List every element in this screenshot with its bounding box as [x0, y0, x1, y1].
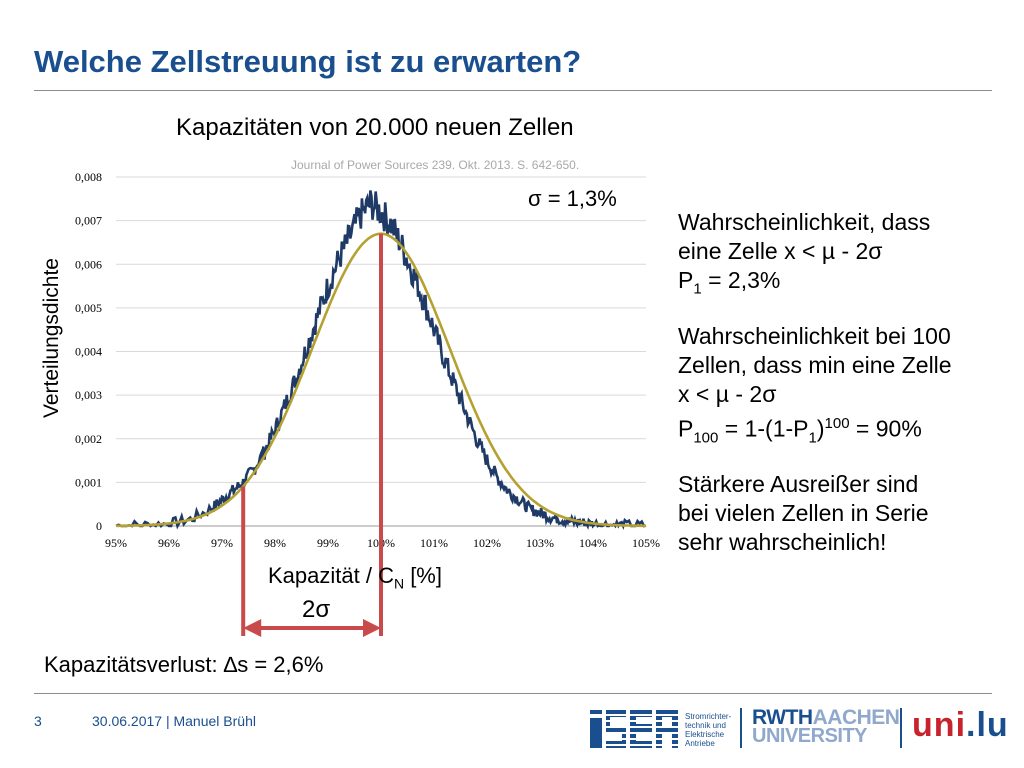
x-tick-label: 102% [473, 536, 501, 550]
x-tick-label: 104% [579, 536, 607, 550]
normal-fit-series [116, 232, 646, 528]
x-tick-label: 99% [317, 536, 339, 550]
note-line: eine Zelle x < µ - 2σ [678, 238, 883, 264]
y-tick-label: 0,007 [75, 214, 102, 228]
x-axis-label: Kapazität / CN [%] [268, 563, 442, 592]
y-tick-labels: 0 0,001 0,002 0,003 0,004 0,005 0,006 0,007 0,00… [75, 170, 102, 533]
note-outliers: Stärkere Ausreißer sind bei vielen Zelle… [678, 470, 929, 557]
page-number: 3 [34, 713, 42, 729]
x-tick-label: 97% [211, 536, 233, 550]
arrow-head-right [363, 619, 381, 637]
note-probability-single: Wahrscheinlichkeit, dass eine Zelle x < … [678, 208, 930, 304]
logo-separator [900, 708, 902, 748]
source-citation: Journal of Power Sources 239. Okt. 2013.… [291, 158, 580, 172]
footer-date-author: 30.06.2017 | Manuel Brühl [92, 713, 256, 729]
x-tick-label: 98% [264, 536, 286, 550]
two-sigma-label: 2σ [302, 596, 331, 623]
footer-divider [34, 693, 992, 694]
unilu-logo: uni.lu [912, 706, 1009, 744]
x-tick-label: 103% [526, 536, 554, 550]
sigma-value: σ = 1,3% [528, 186, 617, 211]
note-line: Stärkere Ausreißer sind [678, 471, 919, 497]
isea-logo-text: Stromrichter- technik und Elektrische An… [685, 712, 732, 748]
y-tick-label: 0,004 [75, 345, 102, 359]
y-tick-label: 0,003 [75, 388, 102, 402]
x-tick-label: 96% [158, 536, 180, 550]
slide-title: Welche Zellstreuung ist zu erwarten? [34, 44, 582, 79]
sigma-markers [241, 233, 383, 636]
note-probability-100: Wahrscheinlichkeit bei 100 Zellen, dass … [678, 322, 952, 452]
chart-title: Kapazitäten von 20.000 neuen Zellen [176, 114, 574, 141]
note-line: Wahrscheinlichkeit bei 100 [678, 323, 951, 349]
x-tick-label: 105% [632, 536, 660, 550]
x-tick-label: 101% [420, 536, 448, 550]
note-line: sehr wahrscheinlich! [678, 529, 887, 555]
isea-logo [590, 710, 678, 748]
note-line: P100 = 1-(1-P1)100 = 90% [678, 415, 922, 447]
arrow-head-left [243, 619, 262, 637]
capacity-loss-label: Kapazitätsverlust: ∆s = 2,6% [44, 652, 324, 677]
y-tick-label: 0,006 [75, 257, 102, 271]
y-tick-label: 0,001 [75, 475, 102, 489]
y-tick-label: 0 [96, 519, 102, 533]
y-tick-label: 0,002 [75, 432, 102, 446]
y-tick-label: 0,005 [75, 301, 102, 315]
y-axis-label: Verteilungsdichte [40, 258, 63, 418]
note-line: x < µ - 2σ [678, 381, 777, 407]
logo-separator [740, 708, 742, 748]
note-line: bei vielen Zellen in Serie [678, 500, 929, 526]
two-sigma-arrow [243, 619, 381, 637]
x-tick-labels: 95%96%97%98%99%100%101%102%103%104%105% [105, 536, 660, 550]
x-tick-label: 95% [105, 536, 127, 550]
note-line: P1 = 2,3% [678, 267, 781, 298]
note-line: Zellen, dass min eine Zelle [678, 352, 952, 378]
y-tick-label: 0,008 [75, 170, 102, 184]
title-divider [34, 90, 992, 91]
note-line: Wahrscheinlichkeit, dass [678, 209, 931, 235]
rwth-logo: RWTHAACHEN UNIVERSITY [752, 706, 900, 747]
